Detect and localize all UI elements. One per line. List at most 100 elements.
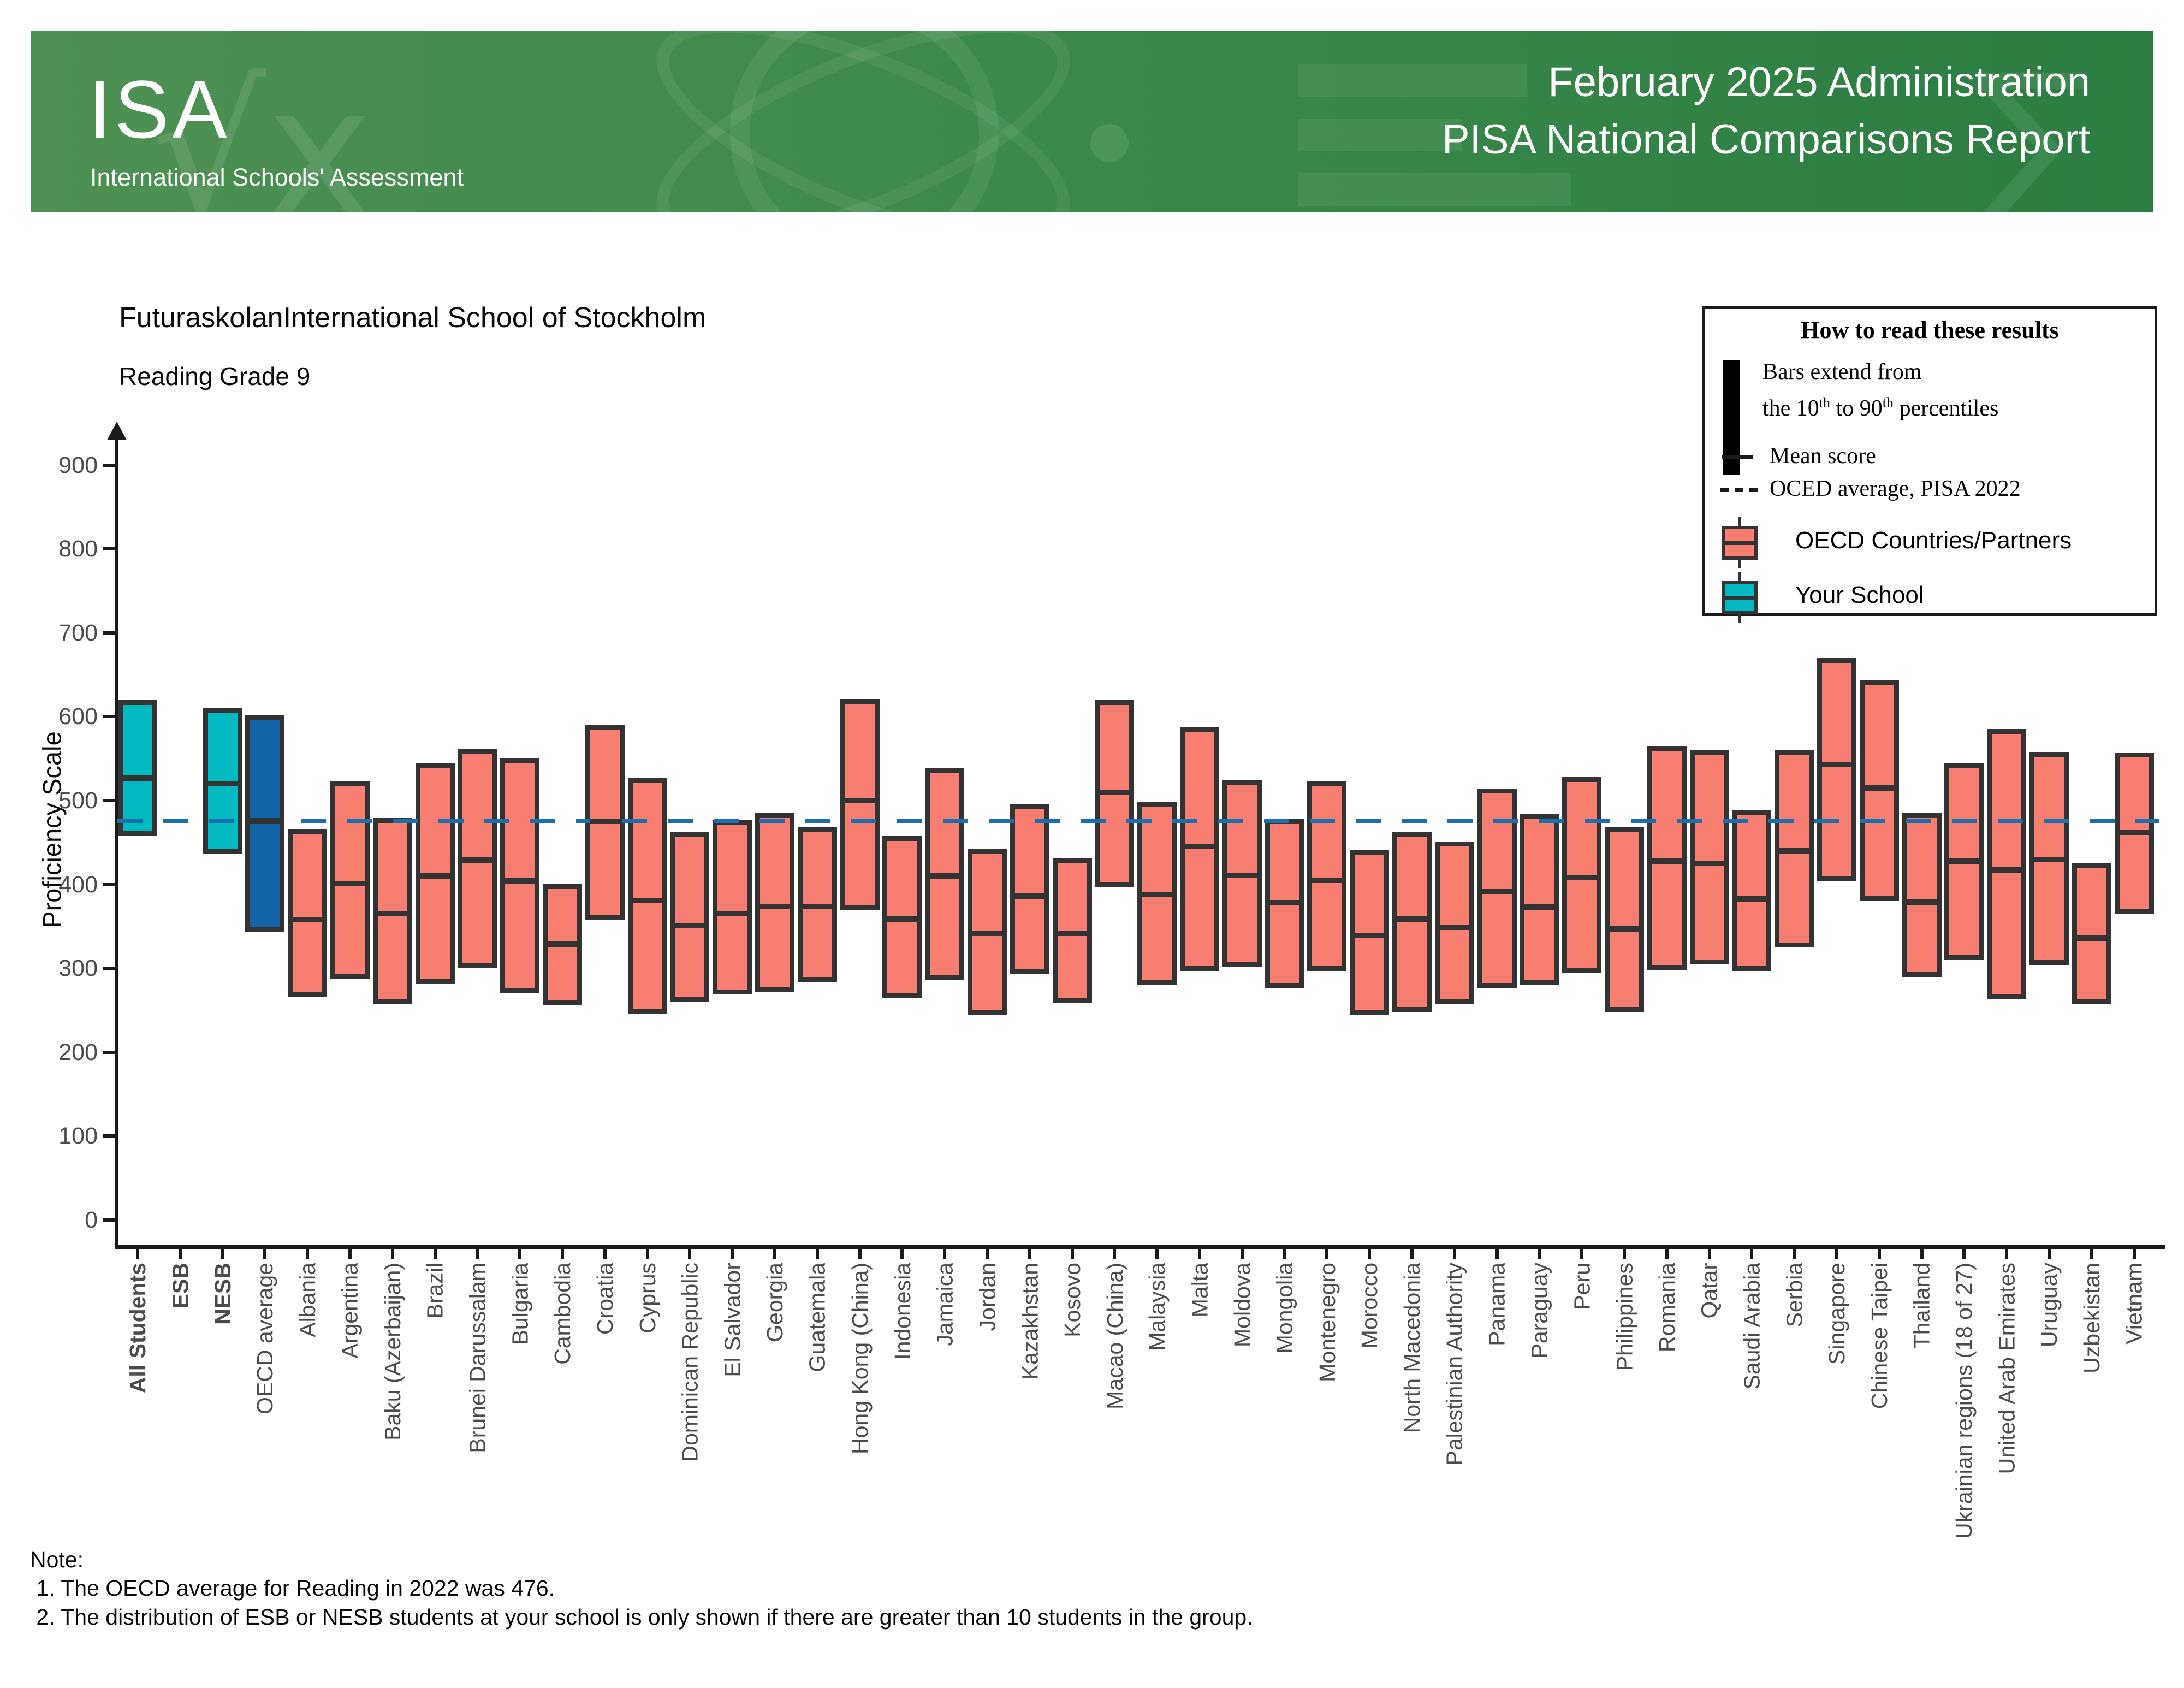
your-school-boxplot-icon — [1722, 572, 1758, 623]
x-tick — [603, 1247, 607, 1259]
percentile-bar-united-arab-emirates — [1987, 729, 2027, 1000]
legend-bars-text-line2: the 10th to 90th percentiles — [1762, 395, 1998, 422]
x-tick — [2132, 1247, 2136, 1259]
mean-score-line — [1652, 858, 1682, 864]
report-title-line2: PISA National Comparisons Report — [1441, 116, 2090, 163]
x-tick — [221, 1247, 224, 1259]
x-category-label: Georgia — [762, 1263, 787, 1342]
x-category-label: Bulgaria — [507, 1263, 533, 1345]
x-tick — [1198, 1247, 1201, 1259]
x-category-label: Albania — [295, 1263, 321, 1337]
x-category-label: Vietnam — [2121, 1263, 2147, 1345]
x-category-label: Saudi Arabia — [1739, 1263, 1765, 1390]
x-category-label: Jordan — [975, 1263, 1000, 1331]
y-tick-label: 500 — [58, 787, 98, 814]
x-category-label: Thailand — [1909, 1263, 1934, 1349]
x-tick — [1707, 1247, 1711, 1259]
y-tick — [103, 463, 117, 467]
y-tick — [103, 715, 117, 719]
percentile-bar-qatar — [1689, 750, 1729, 964]
x-category-label: Cyprus — [634, 1263, 660, 1334]
school-name-title: FuturaskolanInternational School of Stoc… — [119, 302, 707, 334]
x-category-label: Uruguay — [2037, 1263, 2062, 1347]
x-tick — [900, 1247, 904, 1259]
mean-score-line — [1610, 926, 1639, 932]
percentile-bar-uzbekistan — [2072, 863, 2111, 1004]
x-category-label: Kosovo — [1059, 1263, 1085, 1337]
mean-score-line — [1482, 888, 1512, 894]
x-tick — [1452, 1247, 1456, 1259]
y-tick — [103, 1134, 117, 1138]
x-tick — [1665, 1247, 1669, 1259]
legend-text: the 10 — [1762, 396, 1819, 421]
x-tick — [1155, 1247, 1159, 1259]
mean-score-line — [675, 922, 705, 928]
percentile-bar-singapore — [1817, 658, 1856, 881]
mean-score-line — [1355, 933, 1385, 939]
x-category-label: Brazil — [422, 1263, 448, 1319]
mean-score-line — [2076, 935, 2106, 941]
x-category-label: Serbia — [1782, 1263, 1807, 1328]
percentile-bar-hong-kong-china- — [840, 699, 880, 910]
y-tick-label: 600 — [58, 703, 98, 730]
x-tick — [1538, 1247, 1541, 1259]
mean-score-line — [1312, 877, 1342, 883]
mean-score-line — [1779, 848, 1809, 854]
legend-countries-label: OECD Countries/Partners — [1795, 527, 2072, 554]
y-tick-label: 800 — [58, 536, 98, 562]
mean-score-line — [930, 873, 960, 879]
report-title: February 2025 Administration PISA Nation… — [1442, 54, 2090, 169]
x-category-label: Baku (Azerbaijan) — [379, 1263, 405, 1441]
y-tick — [103, 1050, 117, 1054]
isa-logo: ISA — [88, 63, 230, 155]
x-category-label: Singapore — [1824, 1263, 1849, 1365]
x-tick — [476, 1247, 479, 1259]
mean — [1725, 596, 1754, 600]
legend-text: percentiles — [1893, 396, 1999, 421]
x-tick — [561, 1247, 564, 1259]
x-tick — [943, 1247, 947, 1259]
x-category-label: Malaysia — [1144, 1263, 1170, 1351]
x-category-label: Romania — [1654, 1263, 1679, 1353]
y-tick — [103, 799, 117, 802]
mean-score-line — [123, 775, 152, 781]
mean-score-line — [1227, 872, 1257, 878]
x-tick — [645, 1247, 649, 1259]
mean-score-line — [1737, 896, 1767, 902]
mean-score-line — [1439, 924, 1469, 930]
y-tick-label: 700 — [58, 619, 98, 646]
mean-score-line — [505, 878, 535, 884]
x-tick — [773, 1247, 776, 1259]
x-tick — [1495, 1247, 1499, 1259]
mean-score-line — [1142, 892, 1172, 898]
x-category-label: Uzbekistan — [2079, 1263, 2104, 1373]
watermark-bar — [1298, 119, 1462, 151]
x-category-label: Philippines — [1612, 1263, 1637, 1371]
mean-score-line — [1694, 861, 1724, 867]
legend-text: to 90 — [1830, 396, 1883, 421]
x-tick — [390, 1247, 394, 1259]
percentile-bar-paraguay — [1520, 814, 1559, 985]
header-banner: √x ∑ ISA International Schools' Assessme… — [31, 31, 2153, 212]
y-tick-label: 200 — [58, 1039, 98, 1065]
x-category-label: El Salvador — [720, 1263, 745, 1377]
percentile-bar-thailand — [1902, 813, 1942, 977]
mean-score-line — [887, 916, 917, 922]
x-category-label: Montenegro — [1314, 1263, 1340, 1382]
x-category-label: Macao (China) — [1102, 1263, 1127, 1409]
x-tick — [306, 1247, 310, 1259]
x-category-label: Malta — [1187, 1263, 1212, 1318]
mean-score-line — [462, 857, 492, 863]
mean-score-line — [335, 881, 365, 887]
x-tick — [178, 1247, 182, 1259]
mean-score-line — [2034, 856, 2064, 862]
mean-score-line — [972, 930, 1002, 936]
x-tick — [1240, 1247, 1244, 1259]
percentile-bar-argentina — [330, 781, 370, 979]
x-category-label: North Macedonia — [1399, 1263, 1425, 1434]
mean-score-line — [1822, 761, 1851, 767]
percentile-bar-north-macedonia — [1392, 832, 1432, 1012]
x-tick — [731, 1247, 734, 1259]
mean-score-line — [250, 818, 280, 824]
x-tick — [1623, 1247, 1626, 1259]
